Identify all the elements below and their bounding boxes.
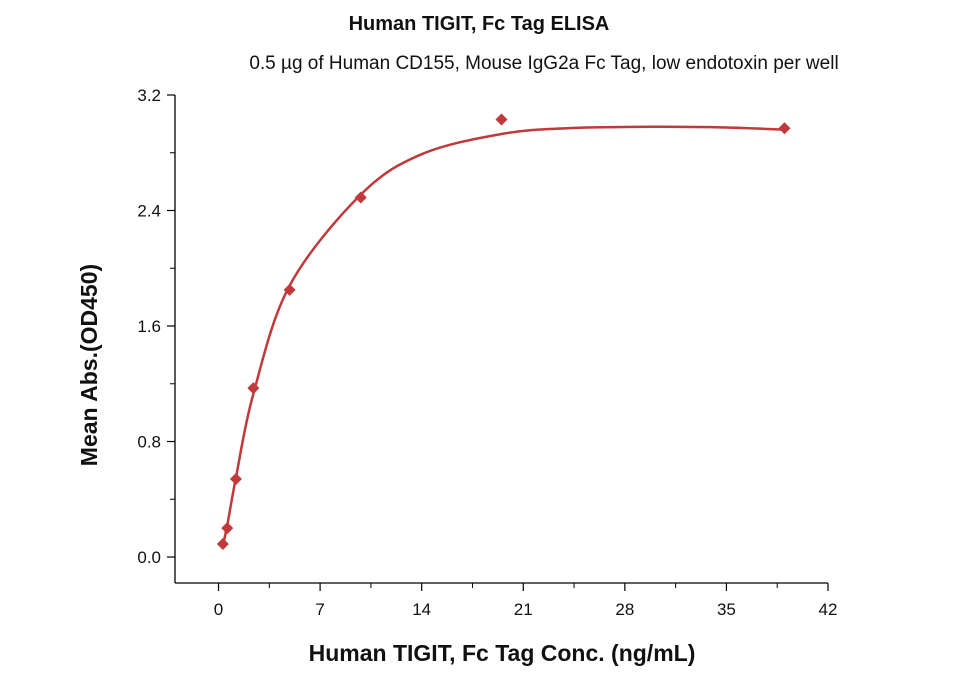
y-tick-label: 0.8 (137, 433, 161, 452)
y-axis-ticks: 0.0 0.8 1.6 2.4 3.2 (137, 86, 175, 567)
fit-curve (221, 125, 785, 546)
y-tick-label: 0.0 (137, 548, 161, 567)
y-axis-title: Mean Abs.(OD450) (76, 264, 102, 466)
x-tick-label: 14 (412, 600, 431, 619)
chart-subtitle: 0.5 µg of Human CD155, Mouse IgG2a Fc Ta… (249, 53, 838, 74)
data-point (495, 113, 508, 126)
x-tick-label: 28 (615, 600, 634, 619)
x-tick-label: 7 (315, 600, 324, 619)
y-tick-label: 3.2 (137, 86, 161, 105)
data-point (247, 382, 260, 395)
data-point (354, 191, 367, 204)
x-axis-title: Human TIGIT, Fc Tag Conc. (ng/mL) (309, 640, 696, 666)
x-tick-label: 0 (214, 600, 223, 619)
x-tick-label: 35 (717, 600, 736, 619)
data-points-layer (216, 113, 791, 551)
y-tick-label: 2.4 (137, 202, 161, 221)
data-point (216, 538, 229, 551)
data-point (778, 122, 791, 135)
x-axis-ticks: 0 7 14 21 28 35 42 (214, 583, 838, 619)
x-tick-label: 42 (819, 600, 838, 619)
data-point (221, 522, 234, 535)
y-tick-label: 1.6 (137, 317, 161, 336)
data-point (229, 473, 242, 486)
fit-curve-layer (221, 125, 785, 546)
axes (174, 95, 828, 584)
x-tick-label: 21 (514, 600, 533, 619)
data-point (283, 283, 296, 296)
chart-title: Human TIGIT, Fc Tag ELISA (349, 13, 610, 35)
